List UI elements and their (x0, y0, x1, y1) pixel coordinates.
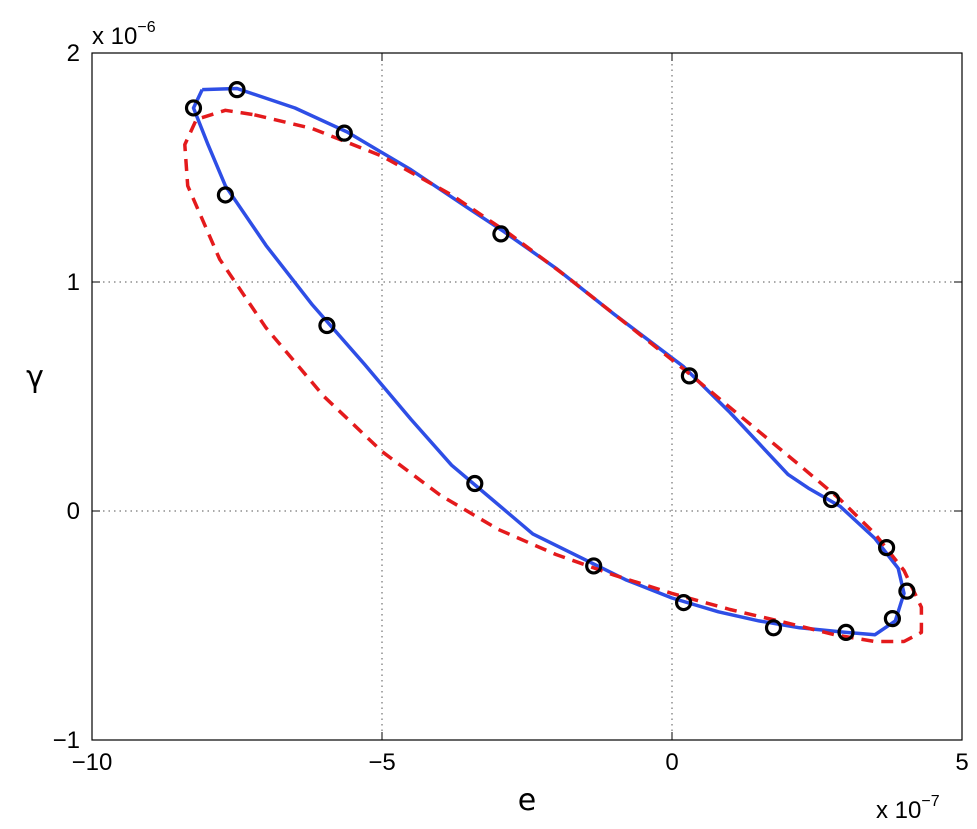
series-line-solid (191, 86, 906, 637)
grid (92, 53, 962, 740)
data-point-marker (184, 99, 203, 117)
y-tick-label: −1 (53, 727, 80, 754)
data-point-marker (228, 81, 246, 99)
data-point-marker (318, 316, 336, 335)
y-tick-label: 1 (67, 269, 80, 296)
y-axis-label: γ (26, 360, 44, 395)
data-point-marker (822, 490, 841, 509)
x-tick-label: 5 (955, 749, 968, 776)
labels: e γ x 10−6 x 10−7 (26, 19, 940, 824)
data-point-marker (492, 225, 510, 243)
x-multiplier-exponent: −7 (921, 793, 939, 810)
series-line-dashed (183, 108, 924, 644)
y-axis-multiplier: x 10−6 (92, 19, 156, 50)
y-tick-label: 2 (67, 40, 80, 67)
data-point-marker (680, 367, 699, 385)
y-tick-label: 0 (67, 498, 80, 525)
y-multiplier-exponent: −6 (137, 19, 155, 36)
x-tick-label: 0 (665, 749, 678, 776)
data-point-marker (877, 539, 896, 557)
data-point-marker (883, 610, 902, 628)
plot-area (183, 81, 924, 644)
data-point-marker (585, 557, 603, 575)
data-point-marker (674, 593, 693, 612)
data-point-marker (466, 474, 484, 493)
data-point-marker (837, 623, 855, 641)
data-point-marker (216, 186, 234, 204)
axes-box (91, 52, 963, 741)
x-axis-label: e (518, 783, 536, 818)
x-tick-label: −5 (368, 749, 395, 776)
data-point-marker (898, 582, 916, 600)
data-point-marker (764, 619, 783, 637)
y-multiplier-base: x 10 (92, 23, 137, 50)
x-axis-multiplier: x 10−7 (876, 793, 940, 824)
x-tick-label: −10 (72, 749, 113, 776)
data-point-marker (335, 124, 353, 142)
x-multiplier-base: x 10 (876, 797, 921, 824)
